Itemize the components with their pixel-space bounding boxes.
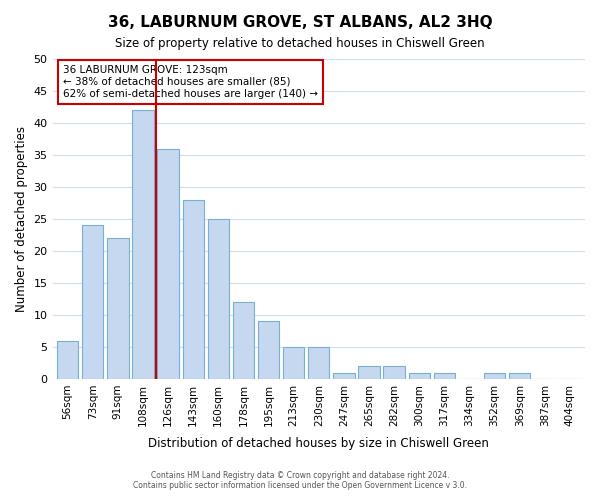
Text: 36 LABURNUM GROVE: 123sqm
← 38% of detached houses are smaller (85)
62% of semi-: 36 LABURNUM GROVE: 123sqm ← 38% of detac… bbox=[63, 66, 318, 98]
Bar bbox=[383, 366, 405, 379]
X-axis label: Distribution of detached houses by size in Chiswell Green: Distribution of detached houses by size … bbox=[148, 437, 489, 450]
Bar bbox=[57, 340, 78, 379]
Bar bbox=[208, 219, 229, 379]
Bar bbox=[107, 238, 128, 379]
Bar bbox=[233, 302, 254, 379]
Bar bbox=[132, 110, 154, 379]
Bar bbox=[258, 322, 279, 379]
Bar bbox=[509, 372, 530, 379]
Text: 36, LABURNUM GROVE, ST ALBANS, AL2 3HQ: 36, LABURNUM GROVE, ST ALBANS, AL2 3HQ bbox=[107, 15, 493, 30]
Bar bbox=[82, 226, 103, 379]
Bar bbox=[182, 200, 204, 379]
Bar bbox=[157, 148, 179, 379]
Bar bbox=[283, 347, 304, 379]
Bar bbox=[484, 372, 505, 379]
Bar bbox=[333, 372, 355, 379]
Bar bbox=[434, 372, 455, 379]
Bar bbox=[409, 372, 430, 379]
Text: Contains HM Land Registry data © Crown copyright and database right 2024.
Contai: Contains HM Land Registry data © Crown c… bbox=[133, 470, 467, 490]
Y-axis label: Number of detached properties: Number of detached properties bbox=[15, 126, 28, 312]
Text: Size of property relative to detached houses in Chiswell Green: Size of property relative to detached ho… bbox=[115, 38, 485, 51]
Bar bbox=[358, 366, 380, 379]
Bar bbox=[308, 347, 329, 379]
